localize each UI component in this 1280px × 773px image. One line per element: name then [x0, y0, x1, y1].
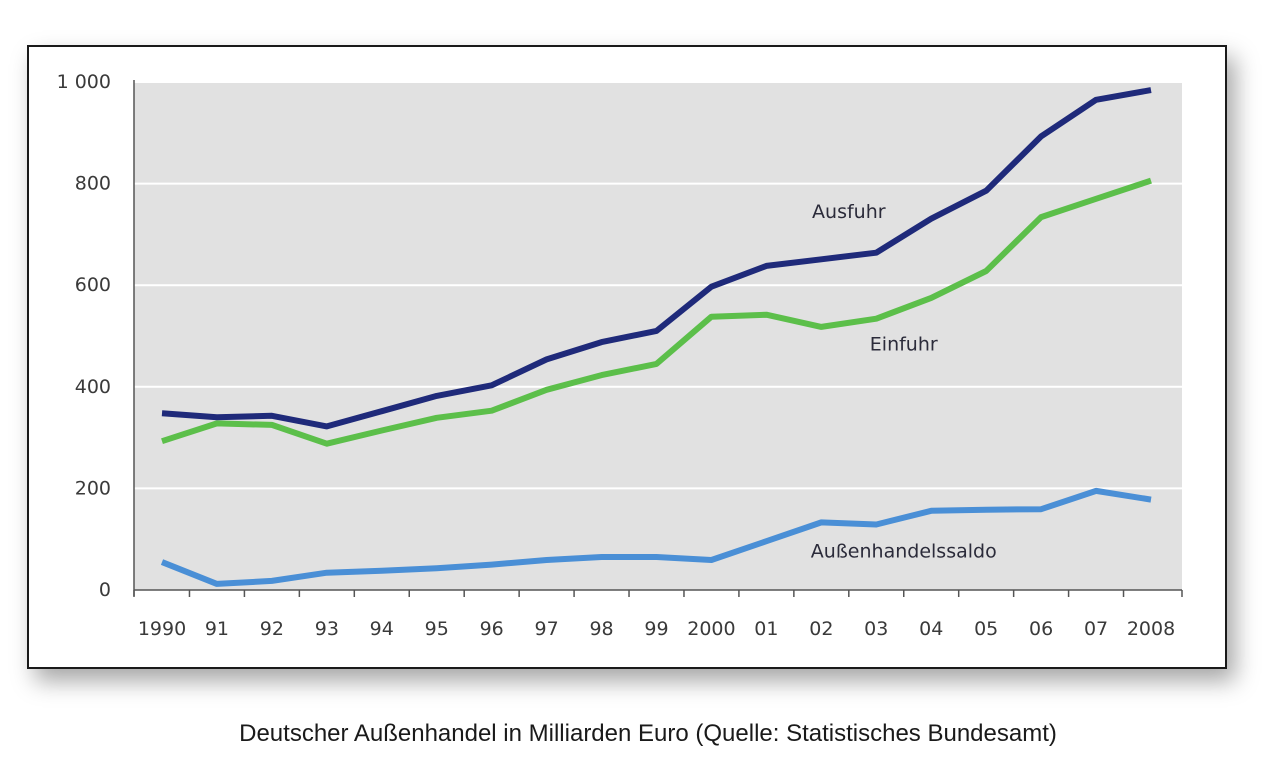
series-line-einfuhr: [161, 177, 1152, 447]
x-tick-label: 94: [370, 618, 394, 640]
series-label-einfuhr: Einfuhr: [870, 333, 938, 355]
x-tick-label: 91: [205, 618, 229, 640]
x-tick-label: 04: [919, 618, 943, 640]
x-tick-label: 95: [425, 618, 449, 640]
x-tick-label: 05: [974, 618, 998, 640]
x-tick-label: 2000: [687, 618, 735, 640]
x-tick-labels: 1990 91 92 93 94 95 96 97 98 99 2000 01 02 03 04 05 06 07…: [138, 618, 1175, 640]
y-tick-label: 400: [75, 376, 111, 398]
x-tick-label: 93: [315, 618, 339, 640]
y-tick-label: 200: [75, 477, 111, 499]
series-label-aussenhandelssaldo: Außenhandelssaldo: [811, 541, 997, 563]
x-tick-label: 03: [864, 618, 888, 640]
chart-frame: 0 200 400 600 800 1 000 1990 91 92 93 94 95 96 97 98 9…: [27, 45, 1227, 669]
x-tick-label: 96: [480, 618, 504, 640]
x-tick-label: 07: [1084, 618, 1108, 640]
x-tick-label: 1990: [138, 618, 186, 640]
x-tick-label: 01: [754, 618, 778, 640]
chart-caption: Deutscher Außenhandel in Milliarden Euro…: [239, 720, 1057, 747]
y-tick-label: 0: [99, 579, 111, 601]
grid-lines: [134, 81, 1182, 490]
y-tick-label: 800: [75, 173, 111, 195]
x-tick-label: 98: [589, 618, 613, 640]
series-labels: Ausfuhr Einfuhr Außenhandelssaldo: [811, 201, 997, 563]
x-tick-label: 02: [809, 618, 833, 640]
series-line-ausfuhr: [161, 87, 1152, 430]
x-tick-label: 97: [535, 618, 559, 640]
x-tick-label: 2008: [1127, 618, 1175, 640]
plot-area: [134, 82, 1182, 590]
line-chart: 0 200 400 600 800 1 000 1990 91 92 93 94 95 96 97 98 9…: [57, 71, 1183, 640]
axes: [133, 80, 1183, 597]
series-line-aussenhandelssaldo: [160, 487, 1152, 587]
y-tick-label: 600: [75, 274, 111, 296]
x-tick-label: 99: [644, 618, 668, 640]
y-tick-labels: 0 200 400 600 800 1 000: [57, 71, 111, 601]
x-tick-label: 06: [1029, 618, 1053, 640]
x-tick-label: 92: [260, 618, 284, 640]
series-label-ausfuhr: Ausfuhr: [812, 201, 886, 223]
y-tick-label: 1 000: [57, 71, 111, 93]
series-lines: [160, 87, 1152, 587]
